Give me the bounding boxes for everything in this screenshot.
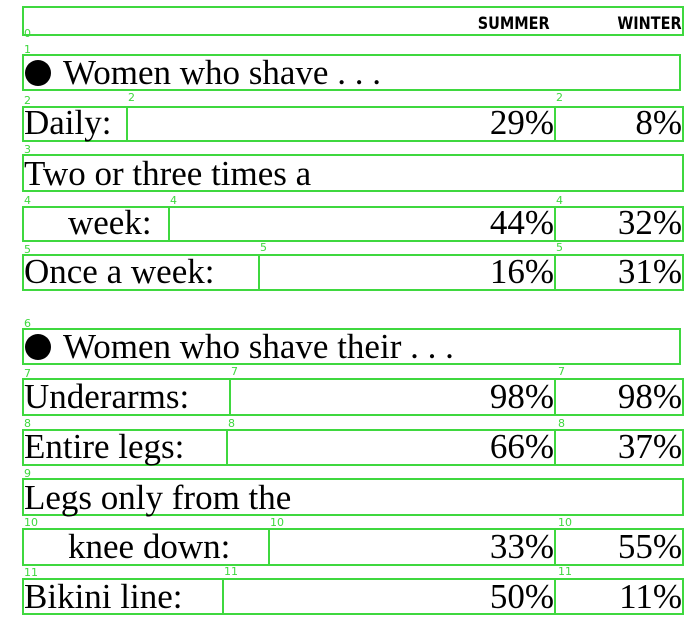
box-index-2c: 2: [556, 91, 563, 104]
bullet-icon: [25, 334, 51, 360]
box-index-9: 9: [24, 467, 31, 480]
box-index-10c: 10: [558, 516, 572, 529]
knee-down-summer-value: 33%: [489, 527, 554, 566]
section2-heading: Women who shave their . . .: [25, 327, 454, 367]
section2-heading-text: Women who shave their . . .: [63, 327, 454, 366]
underarms-winter-value: 98%: [617, 377, 682, 416]
once-week-label: Once a week:: [24, 252, 215, 291]
summer-column-header: SUMMER: [478, 14, 550, 34]
legs-only-row-box: [22, 478, 684, 516]
week-winter-value: 32%: [617, 203, 682, 242]
section1-heading-text: Women who shave . . .: [63, 53, 381, 92]
week-label: week:: [68, 203, 152, 242]
bikini-value-box: [222, 578, 556, 615]
box-index-5c: 5: [556, 241, 563, 254]
week-value-box: [168, 206, 556, 242]
box-index-7c: 7: [558, 365, 565, 378]
box-index-11: 11: [24, 566, 38, 579]
box-index-7b: 7: [231, 365, 238, 378]
daily-label: Daily:: [24, 103, 112, 142]
box-index-4c: 4: [556, 194, 563, 207]
knee-down-value-box: [268, 528, 556, 566]
box-index-5: 5: [24, 243, 31, 256]
box-index-4b: 4: [170, 194, 177, 207]
box-index-11b: 11: [224, 565, 238, 578]
entire-legs-value-box: [226, 429, 556, 466]
winter-column-header: WINTER: [617, 14, 682, 34]
daily-winter-value: 8%: [635, 103, 682, 142]
box-index-10: 10: [24, 516, 38, 529]
box-index-8b: 8: [228, 417, 235, 430]
bikini-winter-value: 11%: [619, 577, 682, 616]
two-three-row-box: [22, 154, 684, 192]
box-index-7: 7: [24, 367, 31, 380]
week-summer-value: 44%: [489, 203, 554, 242]
box-index-1: 1: [24, 43, 31, 56]
once-week-value-box: [258, 254, 556, 291]
header-row-box: [22, 6, 684, 36]
daily-value-box: [126, 106, 556, 142]
box-index-3: 3: [24, 143, 31, 156]
underarms-label: Underarms:: [24, 377, 190, 416]
box-index-10b: 10: [270, 516, 284, 529]
box-index-4: 4: [24, 194, 31, 207]
section2-heading-box: [22, 328, 681, 365]
knee-down-winter-value: 55%: [617, 527, 682, 566]
knee-down-label: knee down:: [68, 527, 231, 566]
box-index-8: 8: [24, 417, 31, 430]
box-index-5b: 5: [260, 241, 267, 254]
section1-heading-box: [22, 54, 681, 91]
entire-legs-winter-value: 37%: [617, 427, 682, 466]
box-index-8c: 8: [558, 417, 565, 430]
entire-legs-label: Entire legs:: [24, 427, 185, 466]
underarms-value-box: [229, 378, 556, 416]
entire-legs-summer-value: 66%: [489, 427, 554, 466]
underarms-summer-value: 98%: [489, 377, 554, 416]
once-week-summer-value: 16%: [489, 252, 554, 291]
daily-summer-value: 29%: [489, 103, 554, 142]
once-week-winter-value: 31%: [617, 252, 682, 291]
two-three-label: Two or three times a: [24, 154, 312, 193]
bullet-icon: [25, 60, 51, 86]
box-index-2: 2: [24, 94, 31, 107]
box-index-0: 0: [24, 27, 31, 40]
bikini-summer-value: 50%: [489, 577, 554, 616]
section1-heading: Women who shave . . .: [25, 53, 381, 93]
box-index-2b: 2: [128, 91, 135, 104]
bikini-label: Bikini line:: [24, 577, 183, 616]
box-index-11c: 11: [558, 565, 572, 578]
box-index-6: 6: [24, 317, 31, 330]
legs-only-label: Legs only from the: [24, 478, 292, 517]
